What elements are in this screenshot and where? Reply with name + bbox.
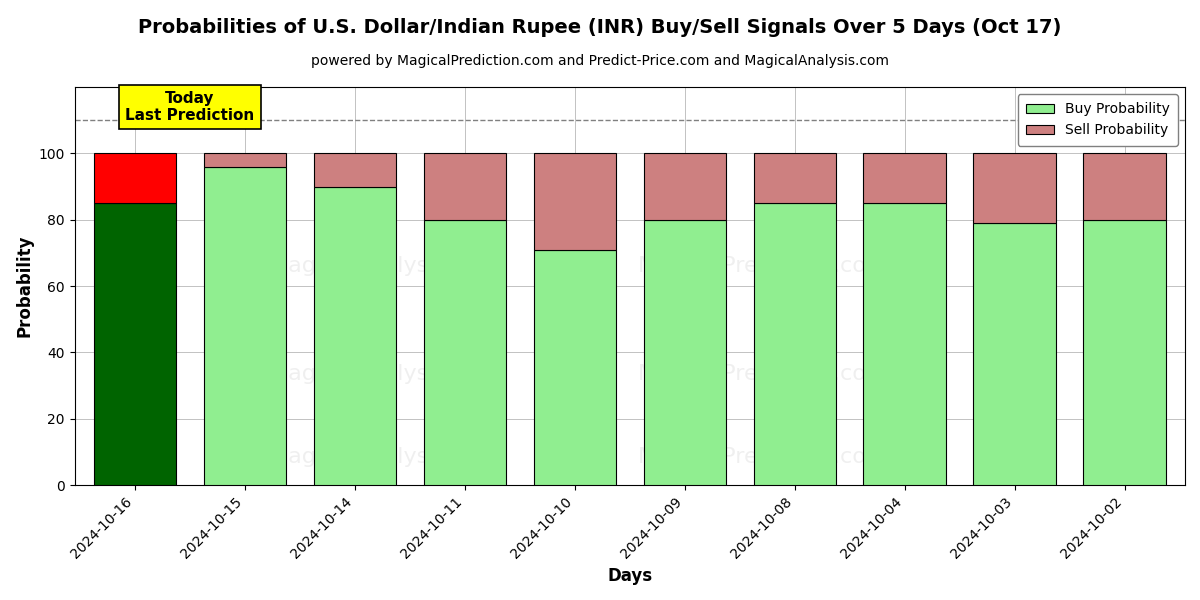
- Bar: [94, 203, 176, 485]
- Text: MagicalAnalysis.com: MagicalAnalysis.com: [270, 447, 502, 467]
- Bar: [204, 154, 287, 167]
- Bar: [424, 154, 506, 220]
- Text: Probabilities of U.S. Dollar/Indian Rupee (INR) Buy/Sell Signals Over 5 Days (Oc: Probabilities of U.S. Dollar/Indian Rupe…: [138, 18, 1062, 37]
- Legend: Buy Probability, Sell Probability: Buy Probability, Sell Probability: [1018, 94, 1178, 146]
- Bar: [313, 154, 396, 187]
- Text: Today
Last Prediction: Today Last Prediction: [126, 91, 254, 123]
- Bar: [1084, 154, 1165, 220]
- Text: MagicalPrediction.com: MagicalPrediction.com: [638, 364, 888, 383]
- Bar: [643, 220, 726, 485]
- Bar: [204, 167, 287, 485]
- Y-axis label: Probability: Probability: [16, 235, 34, 337]
- Text: powered by MagicalPrediction.com and Predict-Price.com and MagicalAnalysis.com: powered by MagicalPrediction.com and Pre…: [311, 54, 889, 68]
- Bar: [94, 154, 176, 203]
- Bar: [534, 250, 616, 485]
- Bar: [973, 154, 1056, 223]
- Bar: [534, 154, 616, 250]
- Text: MagicalPrediction.com: MagicalPrediction.com: [638, 447, 888, 467]
- X-axis label: Days: Days: [607, 567, 653, 585]
- Bar: [424, 220, 506, 485]
- Text: MagicalAnalysis.com: MagicalAnalysis.com: [270, 256, 502, 276]
- Bar: [313, 187, 396, 485]
- Bar: [864, 154, 946, 203]
- Bar: [1084, 220, 1165, 485]
- Bar: [973, 223, 1056, 485]
- Bar: [754, 154, 836, 203]
- Bar: [864, 203, 946, 485]
- Bar: [754, 203, 836, 485]
- Bar: [643, 154, 726, 220]
- Text: MagicalAnalysis.com: MagicalAnalysis.com: [270, 364, 502, 383]
- Text: MagicalPrediction.com: MagicalPrediction.com: [638, 256, 888, 276]
